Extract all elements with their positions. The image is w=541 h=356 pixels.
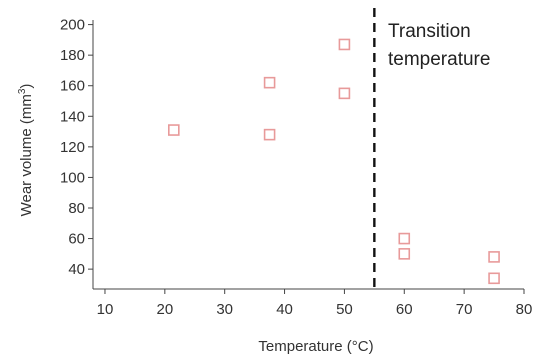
- x-tick-label: 10: [97, 301, 114, 318]
- x-tick-label: 60: [396, 301, 413, 318]
- data-point: [168, 124, 180, 136]
- data-point: [338, 38, 351, 51]
- x-tick-label: 80: [516, 301, 533, 318]
- y-axis-title-superscript: 3: [17, 88, 28, 94]
- transition-label-line2: temperature: [388, 49, 490, 70]
- y-axis-title-main: Wear volume (mm: [18, 94, 35, 216]
- x-tick-label: 50: [336, 301, 353, 318]
- data-point: [263, 128, 276, 141]
- ticks: 40 60 80 100 120 140 160 180 200 10 20 30 40 50 60 70 80: [60, 17, 532, 318]
- y-axis-title: Wear volume (mm3): [17, 84, 35, 217]
- transition-label-line1: Transition: [388, 21, 471, 42]
- x-axis-title: Temperature (°C): [258, 338, 373, 355]
- y-tick-label: 180: [60, 47, 85, 64]
- data-point: [488, 272, 500, 285]
- data-points: [168, 38, 500, 285]
- data-point: [263, 76, 276, 89]
- y-tick-label: 120: [60, 139, 85, 156]
- y-tick-label: 140: [60, 108, 85, 125]
- x-tick-label: 30: [216, 301, 233, 318]
- data-point: [488, 251, 500, 263]
- y-tick-label: 100: [60, 169, 85, 186]
- y-axis-title-close: ): [18, 84, 35, 89]
- y-tick-label: 60: [68, 231, 85, 248]
- y-tick-label: 40: [68, 261, 85, 278]
- data-point: [398, 232, 411, 245]
- data-point: [398, 248, 411, 260]
- x-tick-label: 20: [156, 301, 173, 318]
- y-tick-label: 160: [60, 78, 85, 95]
- x-tick-label: 70: [456, 301, 473, 318]
- y-tick-label: 200: [60, 17, 85, 34]
- y-tick-label: 80: [68, 200, 85, 217]
- data-point: [338, 87, 351, 100]
- x-tick-label: 40: [276, 301, 293, 318]
